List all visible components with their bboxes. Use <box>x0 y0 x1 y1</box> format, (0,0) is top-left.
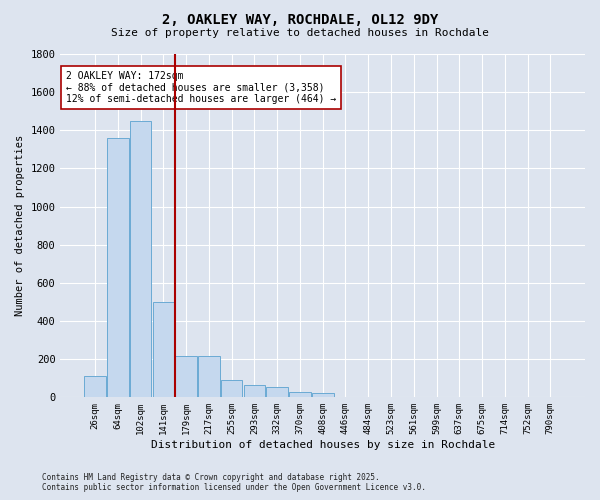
Bar <box>107 138 128 398</box>
Bar <box>84 376 106 398</box>
Bar <box>266 387 288 398</box>
Bar <box>130 121 151 398</box>
Text: Size of property relative to detached houses in Rochdale: Size of property relative to detached ho… <box>111 28 489 38</box>
Bar <box>198 356 220 398</box>
Bar <box>221 380 242 398</box>
Text: 2, OAKLEY WAY, ROCHDALE, OL12 9DY: 2, OAKLEY WAY, ROCHDALE, OL12 9DY <box>162 12 438 26</box>
Bar <box>289 392 311 398</box>
Y-axis label: Number of detached properties: Number of detached properties <box>15 135 25 316</box>
Bar <box>152 302 174 398</box>
Bar <box>175 356 197 398</box>
X-axis label: Distribution of detached houses by size in Rochdale: Distribution of detached houses by size … <box>151 440 495 450</box>
Text: 2 OAKLEY WAY: 172sqm
← 88% of detached houses are smaller (3,358)
12% of semi-de: 2 OAKLEY WAY: 172sqm ← 88% of detached h… <box>65 71 336 104</box>
Bar <box>244 385 265 398</box>
Bar <box>312 392 334 398</box>
Text: Contains HM Land Registry data © Crown copyright and database right 2025.
Contai: Contains HM Land Registry data © Crown c… <box>42 473 426 492</box>
